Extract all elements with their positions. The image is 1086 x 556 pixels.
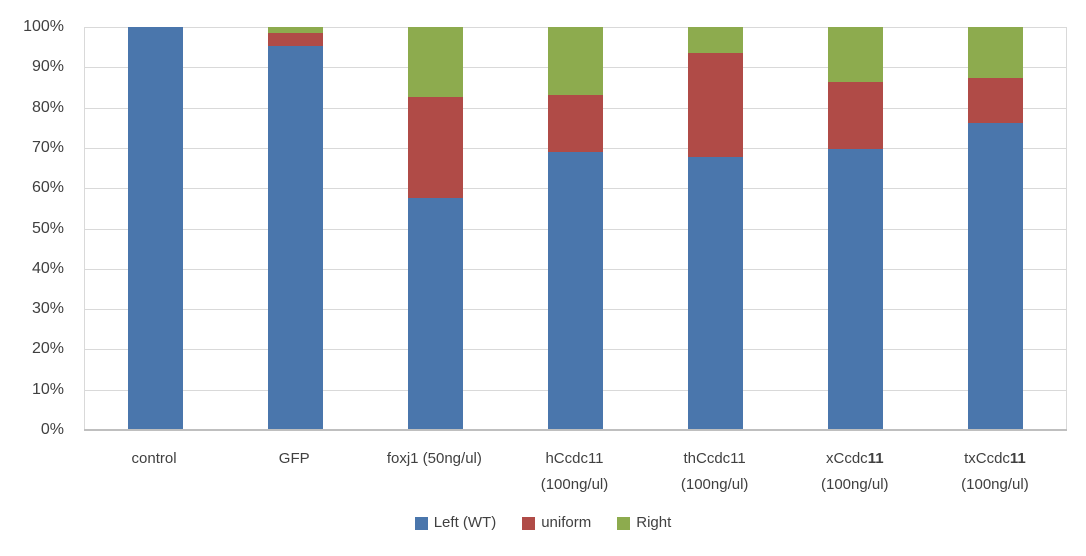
category-slot	[85, 27, 225, 430]
bar-segment	[547, 27, 603, 96]
category-slot	[786, 27, 926, 430]
x-axis-label: txCcdc11 (100ng/ul)	[961, 450, 1029, 493]
bar-segment	[828, 82, 884, 150]
x-axis-labels: control GFP foxj1 (50ng/ul) hCcdc11 (100ng/u…	[84, 446, 1065, 498]
category-slot	[646, 27, 786, 430]
y-tick-label: 40%	[31, 259, 64, 277]
legend-label: uniform	[541, 514, 592, 531]
y-tick-label: 50%	[31, 219, 64, 237]
bar-segment	[688, 52, 744, 158]
category-slot	[225, 27, 365, 430]
y-tick-label: 70%	[31, 138, 64, 156]
category-slot	[926, 27, 1066, 430]
bar-segment	[267, 45, 323, 430]
y-tick-label: 90%	[31, 58, 64, 76]
x-axis-label: foxj1 (50ng/ul)	[386, 450, 482, 467]
bar-segment	[127, 27, 183, 430]
bar-segment	[547, 151, 603, 430]
category-slot	[505, 27, 645, 430]
bar-segment	[828, 27, 884, 83]
bar-segment	[407, 97, 463, 199]
stacked-bar	[547, 27, 603, 430]
x-axis-label: control	[131, 450, 177, 467]
legend-swatch	[617, 516, 631, 530]
bar-segment	[968, 122, 1024, 430]
bar-segment	[828, 149, 884, 430]
legend-label: Left (WT)	[433, 514, 497, 531]
stacked-bar	[407, 27, 463, 430]
x-axis-label: GFP	[278, 450, 310, 467]
legend-label: Right	[636, 514, 672, 531]
stacked-bar	[127, 27, 183, 430]
x-axis-label: hCcdc11 (100ng/ul)	[540, 450, 609, 493]
legend-item: Right	[617, 515, 671, 531]
stacked-bar	[267, 27, 323, 430]
plot-area	[84, 27, 1067, 431]
legend-swatch	[522, 516, 536, 530]
bar-segment	[267, 32, 323, 46]
category-slot	[365, 27, 505, 430]
x-axis-line	[84, 429, 1067, 431]
x-axis-label: thCcdc11 (100ng/ul)	[680, 450, 749, 493]
bar-segment	[688, 157, 744, 430]
stacked-bar	[968, 27, 1024, 430]
bar-segment	[968, 78, 1024, 123]
legend-item: Left (WT)	[414, 514, 497, 531]
y-axis: 0% 10% 20% 30% 40% 50% 60% 70% 80% 90% 100%	[0, 0, 66, 556]
y-tick-label: 0%	[40, 421, 64, 438]
bars-row	[85, 27, 1066, 430]
y-tick-label: 60%	[31, 179, 64, 197]
y-tick-label: 30%	[31, 300, 64, 318]
y-tick-label: 10%	[31, 380, 64, 398]
bar-segment	[407, 27, 463, 98]
y-tick-label: 100%	[23, 18, 64, 35]
bar-segment	[267, 27, 323, 33]
y-tick-label: 80%	[31, 98, 64, 116]
bar-segment	[407, 198, 463, 430]
stacked-bar	[688, 27, 744, 430]
bar-segment	[968, 27, 1024, 79]
bar-segment	[547, 95, 603, 152]
legend-item: uniform	[522, 515, 591, 531]
legend-swatch	[414, 516, 428, 530]
y-tick-label: 20%	[31, 340, 64, 358]
stacked-bar	[828, 27, 884, 430]
chart-legend: Left (WT) uniform Right	[0, 515, 1086, 531]
bar-segment	[688, 27, 744, 53]
x-axis-label: xCcdc11 (100ng/ul)	[821, 450, 889, 493]
